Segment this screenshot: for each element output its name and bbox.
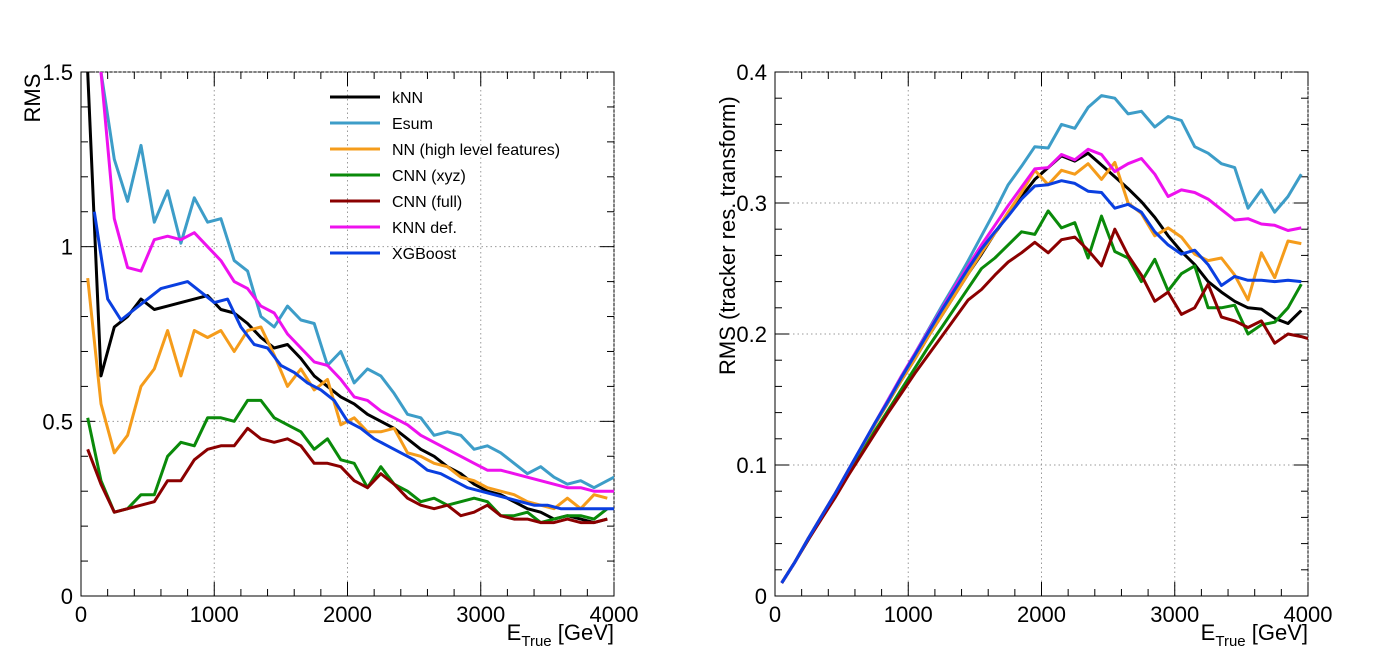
y-tick-label: 1.5 [42, 60, 73, 85]
x-tick-label: 3000 [456, 602, 505, 627]
y-tick-label: 0 [61, 584, 73, 609]
series-line-xgboost [780, 179, 1302, 584]
series-line-esum [99, 71, 614, 490]
series-line-xgboost [92, 211, 614, 511]
x-tick-label: 2000 [323, 602, 372, 627]
x-axis-label-unit: [GeV] [552, 620, 614, 645]
y-tick-label: 0.5 [42, 409, 73, 434]
series-lines [780, 94, 1308, 584]
y-tick-label: 0.2 [736, 322, 767, 347]
x-tick-label: 1000 [190, 602, 239, 627]
series-line-cnn-full [86, 426, 608, 525]
y-tick-label: 1 [61, 235, 73, 260]
x-tick-label: 0 [75, 602, 87, 627]
legend-label: KNN def. [392, 220, 457, 237]
x-tick-label: 4000 [590, 602, 639, 627]
y-axis-label: RMS (tracker res. transform) [715, 96, 740, 375]
x-axis-label-main: E [1201, 620, 1216, 645]
legend-label: kNN [392, 90, 423, 107]
y-axis-label: RMS [20, 74, 45, 123]
series-line-cnn-xyz [86, 398, 609, 525]
x-axis-label: ETrue [GeV] [507, 620, 614, 650]
legend-label: Esum [392, 116, 433, 133]
x-tick-label: 4000 [1284, 602, 1333, 627]
legend-label: NN (high level features) [392, 142, 560, 159]
x-tick-label: 2000 [1017, 602, 1066, 627]
x-tick-label: 0 [769, 602, 781, 627]
x-axis-label-unit: [GeV] [1246, 620, 1308, 645]
legend-label: CNN (xyz) [392, 168, 466, 185]
x-tick-label: 1000 [884, 602, 933, 627]
series-line-knn [86, 71, 608, 525]
x-tick-label: 3000 [1150, 602, 1199, 627]
y-tick-label: 0.1 [736, 453, 767, 478]
x-axis-label-subscript: True [521, 633, 551, 650]
y-tick-label: 0.4 [736, 60, 767, 85]
series-line-cnn-full [780, 227, 1308, 584]
legend-label: XGBoost [392, 246, 457, 263]
legend: kNN Esum NN (high level features) CNN (xyz)… [330, 90, 560, 263]
y-tick-label: 0.3 [736, 191, 767, 216]
x-axis-label-subscript: True [1215, 633, 1245, 650]
right-panel-rms-tracker-transform: 0 1000 2000 3000 4000 0 0.1 0.2 0.3 0.4 RMS (track… [715, 60, 1332, 650]
x-axis-label-main: E [507, 620, 522, 645]
y-tick-label: 0 [755, 584, 767, 609]
series-line-knn-def [99, 71, 614, 493]
series-lines [86, 71, 614, 525]
x-axis-label: ETrue [GeV] [1201, 620, 1308, 650]
legend-label: CNN (full) [392, 194, 462, 211]
